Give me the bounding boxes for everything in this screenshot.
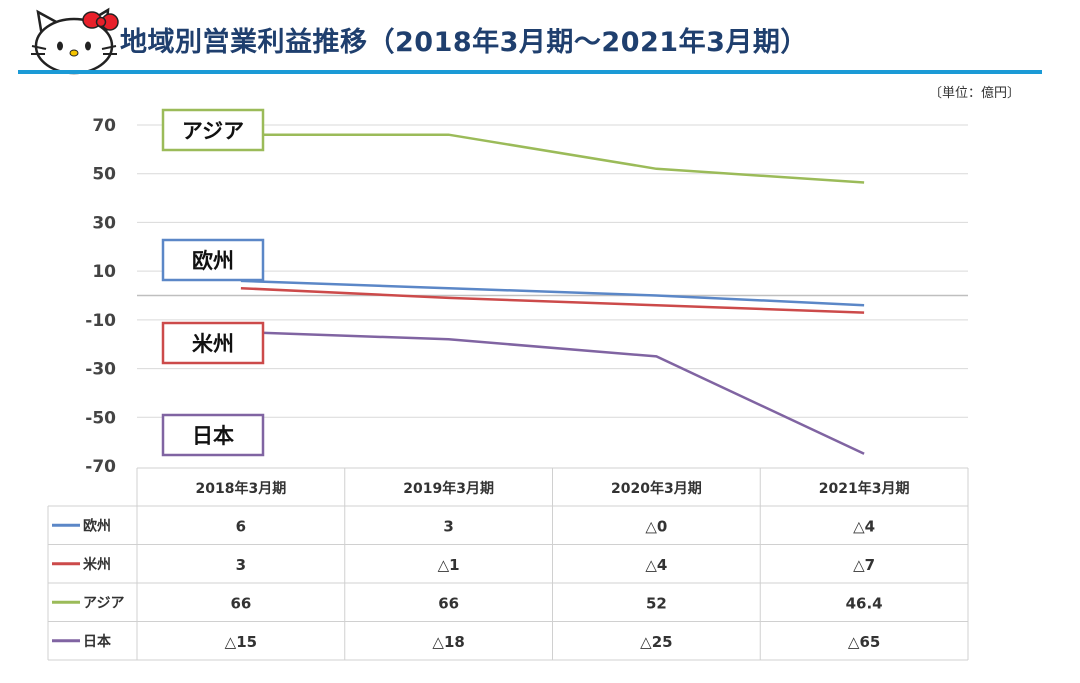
data-label-americas: △7 [853,556,875,574]
y-tick-label: -30 [85,360,116,380]
data-label-europe: 6 [236,517,246,535]
y-tick-label: -70 [85,457,116,477]
annotation-box-americas [161,321,265,365]
data-label-americas: △4 [645,556,667,574]
table-row-label: 米州 [83,556,111,573]
annotation-box-japan [161,413,265,457]
data-label-asia: 66 [230,594,251,612]
y-tick-label: -50 [85,408,116,428]
series-line-americas [240,286,865,314]
y-tick-label: 10 [92,262,116,282]
data-label-asia: 66 [438,594,459,612]
y-axis-ticks: 70 50 30 10 -10 -30 -50 -70 [85,116,116,477]
data-label-asia: 46.4 [846,594,883,612]
grid-lines [137,124,968,418]
table-row-label: 日本 [83,633,112,650]
y-tick-label: 30 [92,213,116,233]
series-line-europe [240,279,865,307]
data-label-europe: 3 [443,517,453,535]
y-tick-label: 70 [92,116,116,136]
table-column-header: 2018年3月期 [196,480,287,497]
data-label-japan: △18 [432,633,464,651]
data-label-japan: △15 [225,633,257,651]
table-column-header: 2020年3月期 [611,480,702,497]
table-row-label: アジア [83,595,124,611]
annotation-label-europe: 欧州 [192,249,234,273]
page-title: 地域別営業利益推移（2018年3月期～2021年3月期） [120,27,808,58]
data-label-europe: △0 [645,517,667,535]
hello-kitty-mascot-icon [31,7,119,75]
series-lines [240,133,865,455]
header-divider [18,70,1042,74]
data-label-americas: 3 [236,556,246,574]
data-label-europe: △4 [853,517,875,535]
annotation-box-asia [161,108,265,152]
y-tick-label: -10 [85,311,116,331]
table-column-header: 2019年3月期 [403,480,494,497]
series-line-asia [240,133,865,184]
data-label-japan: △65 [848,633,880,651]
annotation-box-europe [161,238,265,282]
unit-label: 〔単位：億円〕 [928,86,1020,101]
data-label-asia: 52 [646,594,667,612]
annotation-label-asia: アジア [182,119,244,143]
data-label-americas: △1 [438,556,460,574]
data-label-japan: △25 [640,633,672,651]
table-row-label: 欧州 [83,517,111,534]
annotation-label-japan: 日本 [192,424,234,448]
series-line-japan [240,330,865,455]
y-tick-label: 50 [92,165,116,185]
page-header: 地域別営業利益推移（2018年3月期～2021年3月期） [0,0,1080,80]
annotation-label-americas: 米州 [192,332,234,356]
table-column-header: 2021年3月期 [819,480,910,497]
